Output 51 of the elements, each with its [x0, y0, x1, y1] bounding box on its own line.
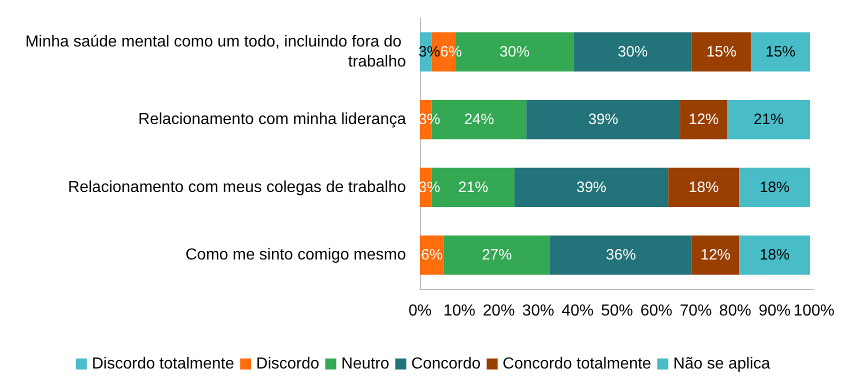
y-tick-label: Relacionamento com minha liderança: [138, 111, 406, 128]
x-tick-label: 90%: [758, 302, 791, 320]
legend-label: Concordo: [411, 356, 481, 372]
data-label: 21%: [754, 111, 784, 128]
x-tick-label: 60%: [640, 302, 672, 320]
x-tick-label: 20%: [482, 302, 515, 320]
bar: [739, 168, 810, 208]
y-tick-label: Como me sinto comigo mesmo: [185, 246, 406, 264]
data-label: 24%: [464, 111, 494, 128]
bar: [727, 100, 810, 140]
data-label: 18%: [760, 178, 790, 196]
bar: [739, 235, 810, 275]
data-label: 39%: [588, 111, 618, 128]
data-label: 12%: [700, 246, 731, 264]
data-label: 18%: [760, 246, 790, 264]
bar: [750, 32, 810, 72]
x-tick-label: 30%: [522, 302, 554, 320]
y-tick-label: Relacionamento com meus colegas de trabalho: [68, 178, 406, 196]
x-tick-label: 0%: [408, 302, 432, 320]
data-label: 27%: [482, 246, 512, 264]
data-label: 30%: [500, 43, 530, 60]
data-label: 39%: [576, 178, 606, 196]
legend-label: Discordo totalmente: [92, 356, 234, 372]
legend-label: Concordo totalmente: [502, 356, 652, 372]
x-tick-label: 80%: [719, 302, 752, 320]
x-tick-label: 40%: [562, 302, 594, 320]
y-tick-label: Minha saúde mental como um todo, incluindo fora do trabalho: [25, 33, 406, 70]
legend-label: Discordo: [256, 356, 320, 372]
bar: [692, 32, 751, 72]
data-label: 36%: [606, 246, 636, 264]
data-label: 30%: [618, 43, 648, 60]
bar: [574, 32, 692, 72]
bar: [680, 100, 728, 140]
bar: [514, 168, 668, 208]
x-tick-label: 50%: [600, 302, 634, 320]
bar: [550, 235, 692, 275]
x-tick-label: 100%: [794, 302, 834, 320]
x-tick-label: 70%: [680, 302, 712, 320]
data-label: 12%: [688, 111, 719, 128]
legend-label: Neutro: [341, 356, 390, 372]
data-label: 15%: [706, 43, 736, 60]
bar: [526, 100, 680, 140]
bar: [692, 235, 740, 275]
x-tick-label: 10%: [443, 302, 476, 320]
legend-label: Não se aplica: [673, 356, 770, 372]
data-label: 6%: [420, 246, 443, 264]
data-label: 21%: [458, 178, 488, 196]
data-label: 15%: [765, 43, 796, 60]
bar: [668, 168, 740, 208]
bar: [444, 235, 550, 275]
data-label: 18%: [688, 178, 719, 196]
